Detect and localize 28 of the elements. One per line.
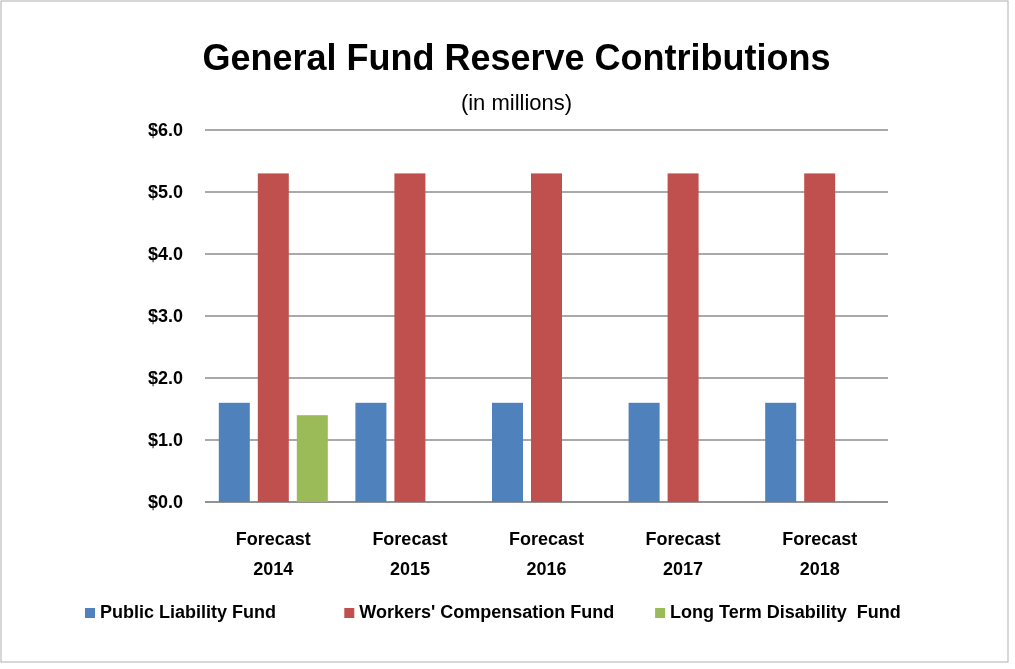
bar [667,173,699,502]
y-tick-label: $2.0 [147,368,183,388]
bar [531,173,562,502]
bar [257,173,289,502]
x-tick-label: Forecast 2014 [235,529,311,579]
x-tick-label: Forecast 2018 [782,529,858,579]
bar [804,173,836,502]
y-tick-label: $5.0 [147,182,183,202]
bar [765,402,797,502]
y-tick-label: $6.0 [147,120,183,140]
bar [218,402,250,502]
bar [492,402,523,502]
bar [296,415,328,502]
bar [355,402,387,502]
x-tick-label: Forecast 2016 [508,529,585,579]
y-tick-label: $3.0 [147,306,183,326]
legend-label: Public Liability Fund [100,602,277,622]
legend-label: Workers' Compensation Fund [359,602,615,622]
y-tick-label: $0.0 [147,492,183,512]
bar [394,173,426,502]
y-tick-label: $4.0 [147,244,183,264]
y-tick-label: $1.0 [147,430,183,450]
chart-title: General Fund Reserve Contributions [202,37,831,78]
legend-label: Long Term Disability Fund [670,602,901,622]
x-tick-label: Forecast 2017 [645,529,721,579]
x-tick-label: Forecast 2015 [372,529,448,579]
chart-subtitle: (in millions) [460,90,573,115]
bar [628,402,660,502]
